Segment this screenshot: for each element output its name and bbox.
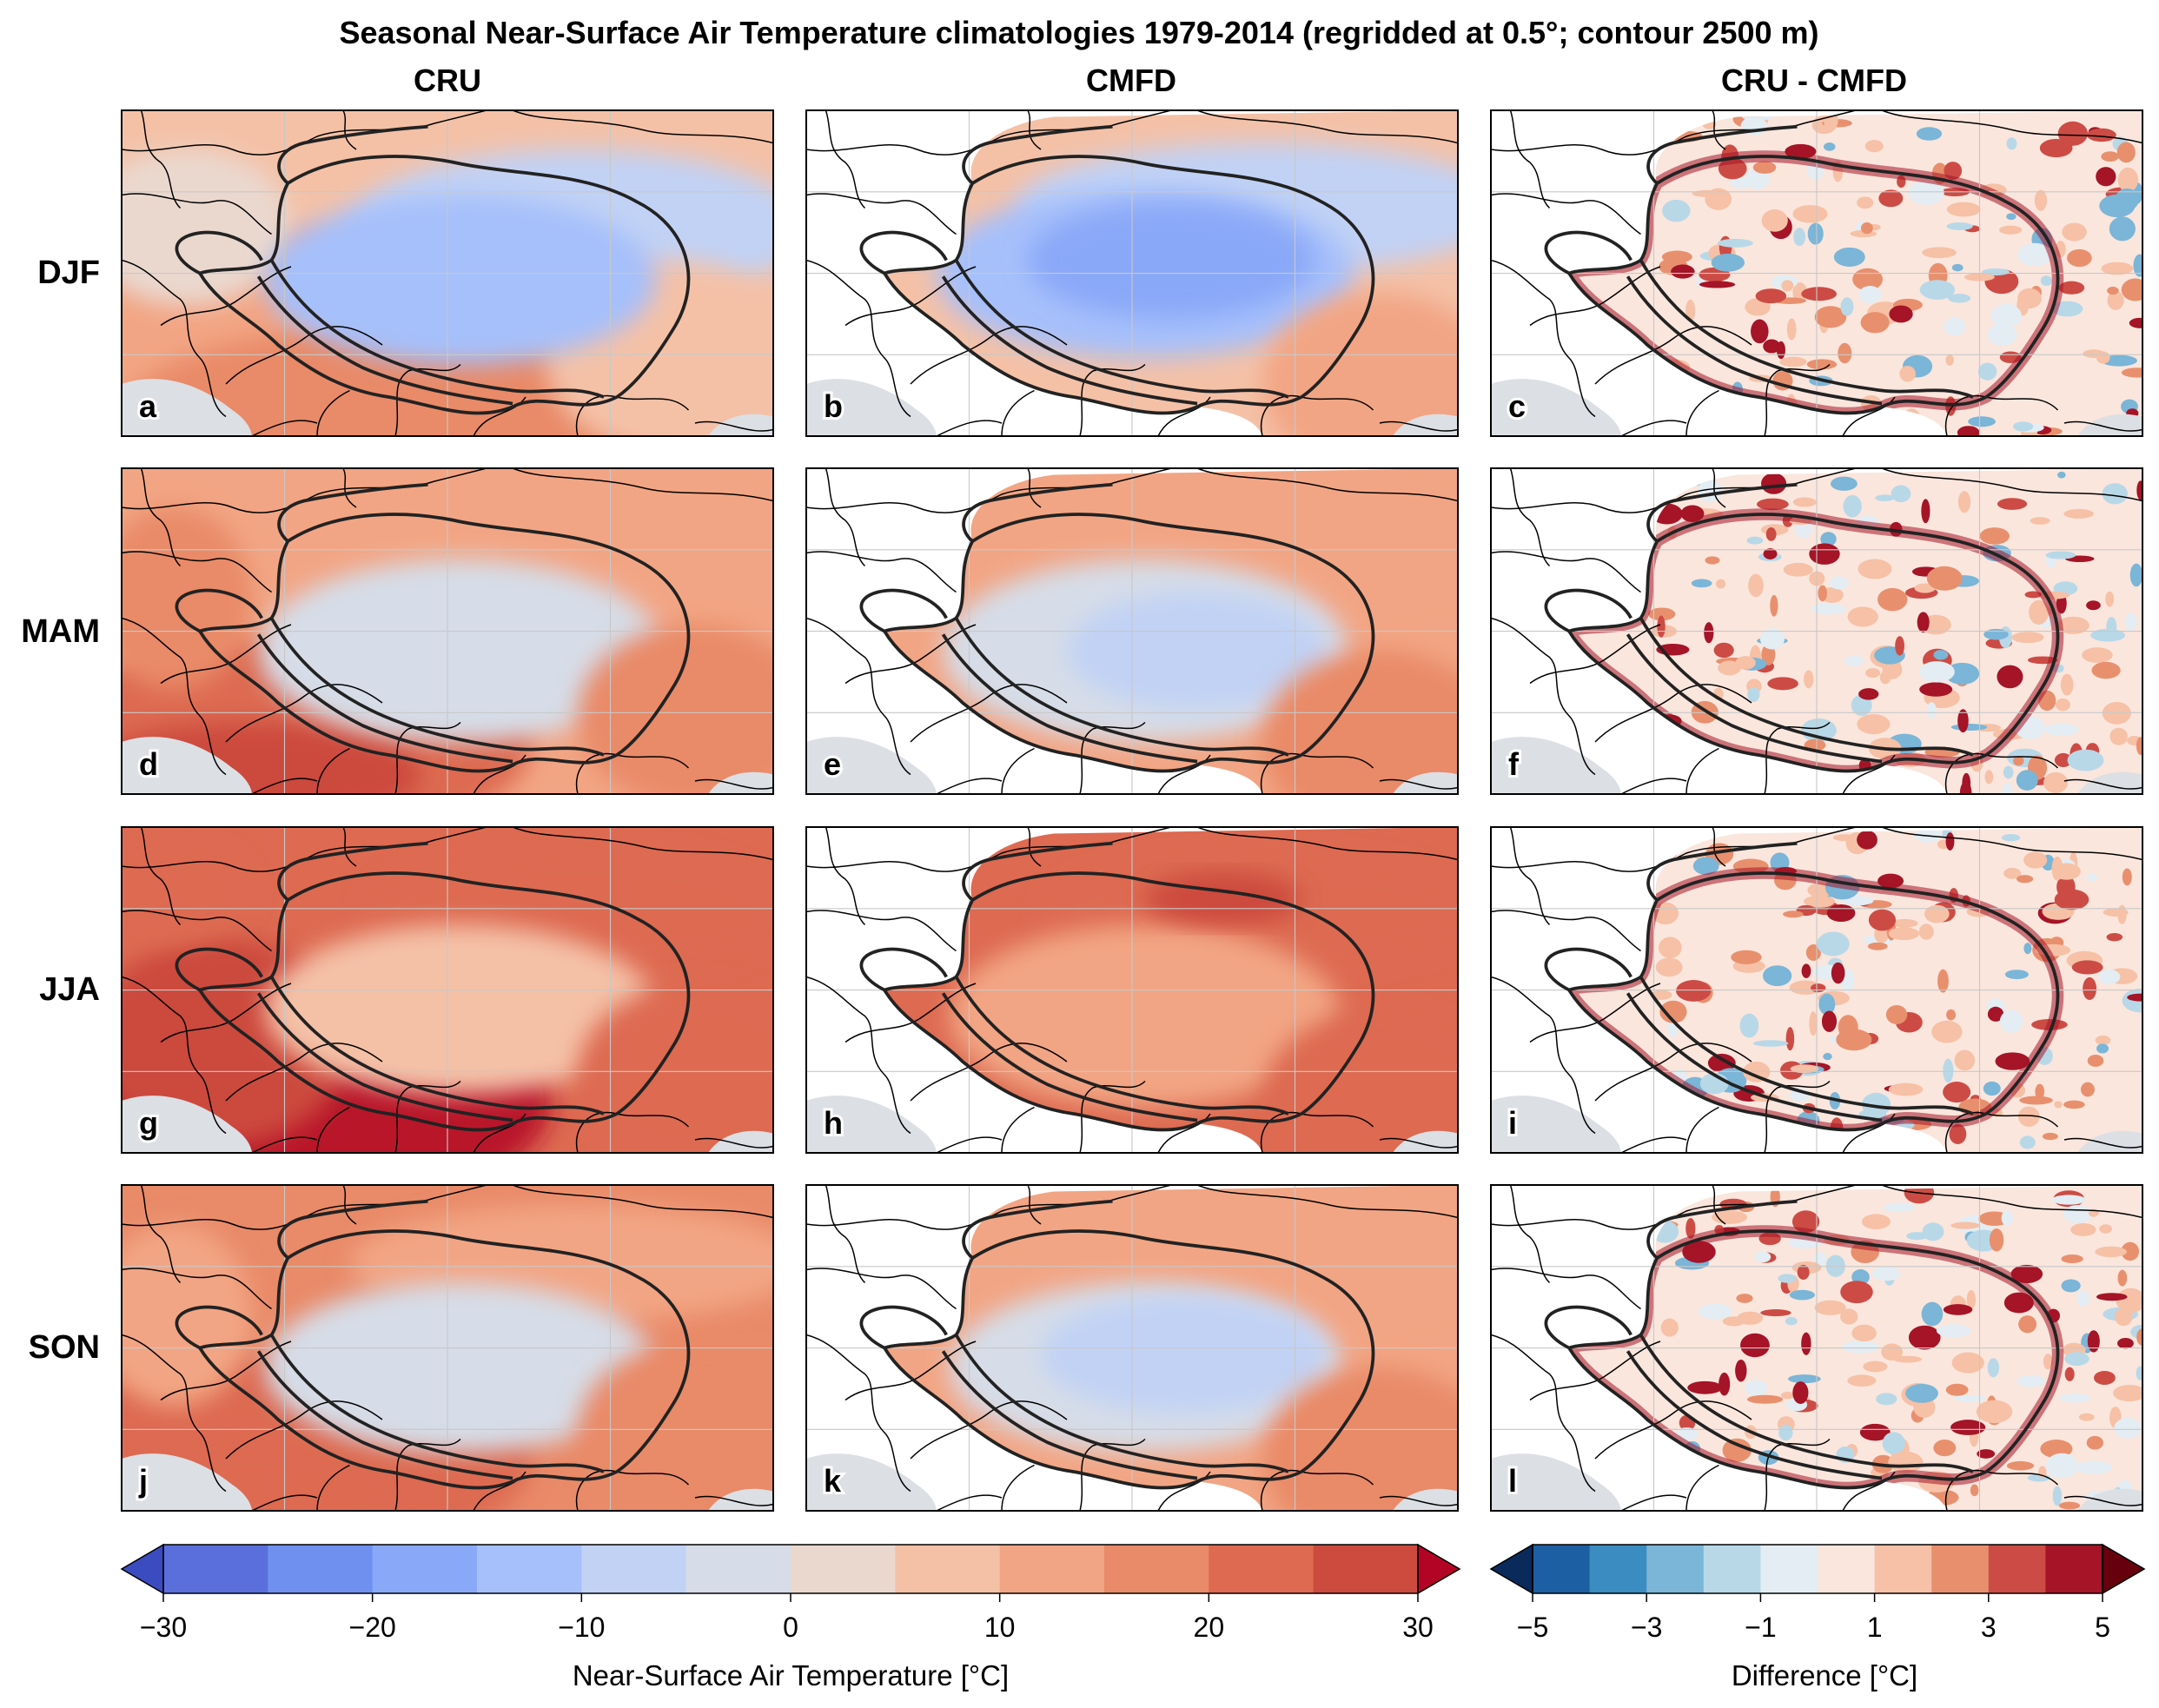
difference-colorbar-tick-label: 1 <box>1867 1612 1883 1643</box>
panel-letter-f: f <box>1508 746 1520 782</box>
temperature-colorbar-swatch <box>791 1545 896 1593</box>
difference-colorbar-swatch <box>1646 1545 1705 1593</box>
difference-colorbar-extend-high <box>2102 1543 2146 1595</box>
difference-colorbar-extend-low <box>1489 1543 1533 1595</box>
temperature-colorbar-tick-label: −30 <box>140 1612 187 1643</box>
column-title-difference: CRU - CMFD <box>1721 63 1907 98</box>
panel-letter-k: k <box>824 1463 842 1499</box>
temperature-colorbar-tick-label: 30 <box>1402 1612 1434 1643</box>
temperature-colorbar-swatch <box>1313 1545 1419 1593</box>
map-panel-j: j <box>121 1184 774 1512</box>
temperature-colorbar-tick-label: 20 <box>1194 1612 1225 1643</box>
map-panel-g: g <box>121 826 774 1154</box>
map-panel-h: h <box>805 826 1459 1154</box>
map-panel-c: c <box>1490 109 2143 437</box>
map-panel-e: e <box>805 467 1459 795</box>
map-panel-a: a <box>121 109 774 437</box>
panel-letter-h: h <box>824 1105 843 1141</box>
difference-colorbar-tick-label: 3 <box>1981 1612 1997 1643</box>
row-label-jja: JJA <box>39 971 100 1008</box>
temperature-colorbar-swatch <box>1104 1545 1209 1593</box>
difference-colorbar-tick-label: 5 <box>2095 1612 2110 1643</box>
temperature-colorbar-extend-low <box>120 1543 164 1595</box>
difference-colorbar: −5 −3 −1 1 3 5 <box>1489 1543 2146 1643</box>
difference-colorbar-swatch <box>1818 1545 1876 1593</box>
temperature-colorbar-swatch <box>477 1545 582 1593</box>
figure-title: Seasonal Near-Surface Air Temperature cl… <box>339 15 1818 50</box>
panel-letter-b: b <box>824 388 843 424</box>
row-label-djf: DJF <box>37 255 100 291</box>
map-panel-f: f <box>1490 467 2143 795</box>
temperature-colorbar-tick-label: 10 <box>984 1612 1016 1643</box>
panel-letter-d: d <box>139 746 158 782</box>
panel-letter-i: i <box>1508 1105 1517 1141</box>
difference-colorbar-swatch <box>1760 1545 1818 1593</box>
difference-colorbar-swatch <box>1703 1545 1761 1593</box>
column-title-cru: CRU <box>414 63 481 98</box>
row-label-mam: MAM <box>21 613 100 650</box>
temperature-colorbar-label: Near-Surface Air Temperature [°C] <box>573 1659 1009 1691</box>
panel-letter-e: e <box>824 746 841 782</box>
difference-colorbar-tick-label: −1 <box>1745 1612 1776 1643</box>
difference-colorbar-tick-label: −3 <box>1631 1612 1662 1643</box>
map-panels: a b c d e f g h i j k l <box>121 109 2143 1512</box>
panel-letter-l: l <box>1508 1463 1517 1499</box>
temperature-colorbar: −30 −20 −10 0 10 20 30 <box>120 1543 1461 1643</box>
map-panel-d: d <box>121 467 774 795</box>
difference-colorbar-swatch <box>1533 1545 1591 1593</box>
temperature-colorbar-swatch <box>895 1545 1001 1593</box>
map-panel-b: b <box>805 109 1459 437</box>
temperature-colorbar-swatch <box>268 1545 374 1593</box>
row-label-son: SON <box>29 1329 100 1366</box>
temperature-colorbar-extend-high <box>1417 1543 1461 1595</box>
map-panel-l: l <box>1490 1184 2143 1512</box>
difference-colorbar-tick-label: −5 <box>1517 1612 1548 1643</box>
column-title-cmfd: CMFD <box>1086 63 1176 98</box>
temperature-colorbar-tick-label: −10 <box>558 1612 605 1643</box>
difference-colorbar-label: Difference [°C] <box>1732 1659 1917 1691</box>
map-panel-k: k <box>805 1184 1459 1512</box>
difference-colorbar-swatch <box>2045 1545 2103 1593</box>
map-panel-i: i <box>1490 826 2143 1154</box>
difference-colorbar-swatch <box>1988 1545 2046 1593</box>
temperature-colorbar-swatch <box>372 1545 478 1593</box>
panel-letter-c: c <box>1508 388 1526 424</box>
temperature-colorbar-swatch <box>999 1545 1105 1593</box>
panel-letter-j: j <box>138 1463 148 1499</box>
temperature-colorbar-tick-label: 0 <box>783 1612 798 1643</box>
temperature-colorbar-swatch <box>685 1545 791 1593</box>
panel-letter-a: a <box>139 388 157 424</box>
temperature-colorbar-swatch <box>581 1545 687 1593</box>
difference-colorbar-swatch <box>1931 1545 1990 1593</box>
difference-colorbar-swatch <box>1589 1545 1647 1593</box>
difference-colorbar-swatch <box>1874 1545 1932 1593</box>
temperature-colorbar-swatch <box>163 1545 268 1593</box>
panel-letter-g: g <box>139 1105 158 1141</box>
temperature-colorbar-swatch <box>1209 1545 1315 1593</box>
temperature-colorbar-tick-label: −20 <box>349 1612 396 1643</box>
